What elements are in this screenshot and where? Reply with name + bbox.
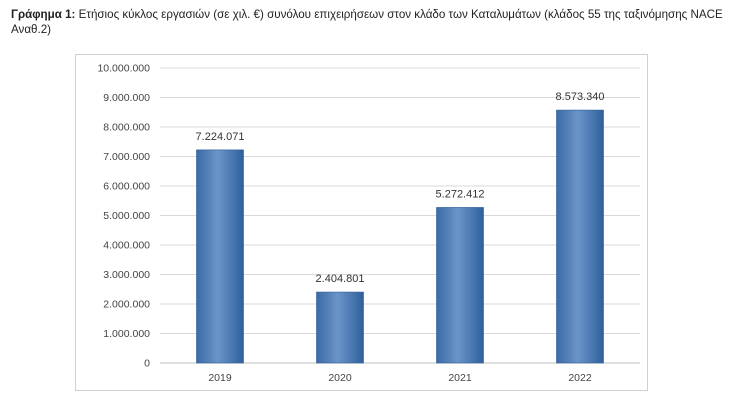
caption-text: Ετήσιος κύκλος εργασιών (σε χιλ. €) συνό… [11, 8, 723, 36]
bar [556, 109, 604, 364]
caption-prefix: Γράφημα 1: [11, 8, 76, 21]
x-tick-label: 2020 [328, 372, 352, 384]
data-label: 2.404.801 [316, 273, 365, 285]
y-tick-label: 0 [144, 358, 150, 370]
x-tick-label: 2019 [208, 372, 232, 384]
bar [196, 149, 244, 364]
y-tick-label: 1.000.000 [103, 328, 150, 340]
y-tick-label: 8.000.000 [103, 122, 150, 134]
y-tick-label: 4.000.000 [103, 240, 150, 252]
data-label: 8.573.340 [556, 91, 605, 103]
y-tick-label: 7.000.000 [103, 151, 150, 163]
bar [316, 291, 364, 364]
y-tick-label: 3.000.000 [103, 269, 150, 281]
x-tick-label: 2021 [448, 372, 472, 384]
data-label: 7.224.071 [196, 131, 245, 143]
y-tick-label: 6.000.000 [103, 181, 150, 193]
data-label: 5.272.412 [436, 188, 485, 200]
y-tick-label: 5.000.000 [103, 210, 150, 222]
chart-caption: Γράφημα 1: Ετήσιος κύκλος εργασιών (σε χ… [11, 7, 746, 37]
y-tick-label: 2.000.000 [103, 299, 150, 311]
chart-frame [75, 54, 648, 391]
bar [436, 207, 484, 364]
y-tick-label: 9.000.000 [103, 92, 150, 104]
x-tick-label: 2022 [568, 372, 592, 384]
y-tick-label: 10.000.000 [97, 63, 150, 75]
